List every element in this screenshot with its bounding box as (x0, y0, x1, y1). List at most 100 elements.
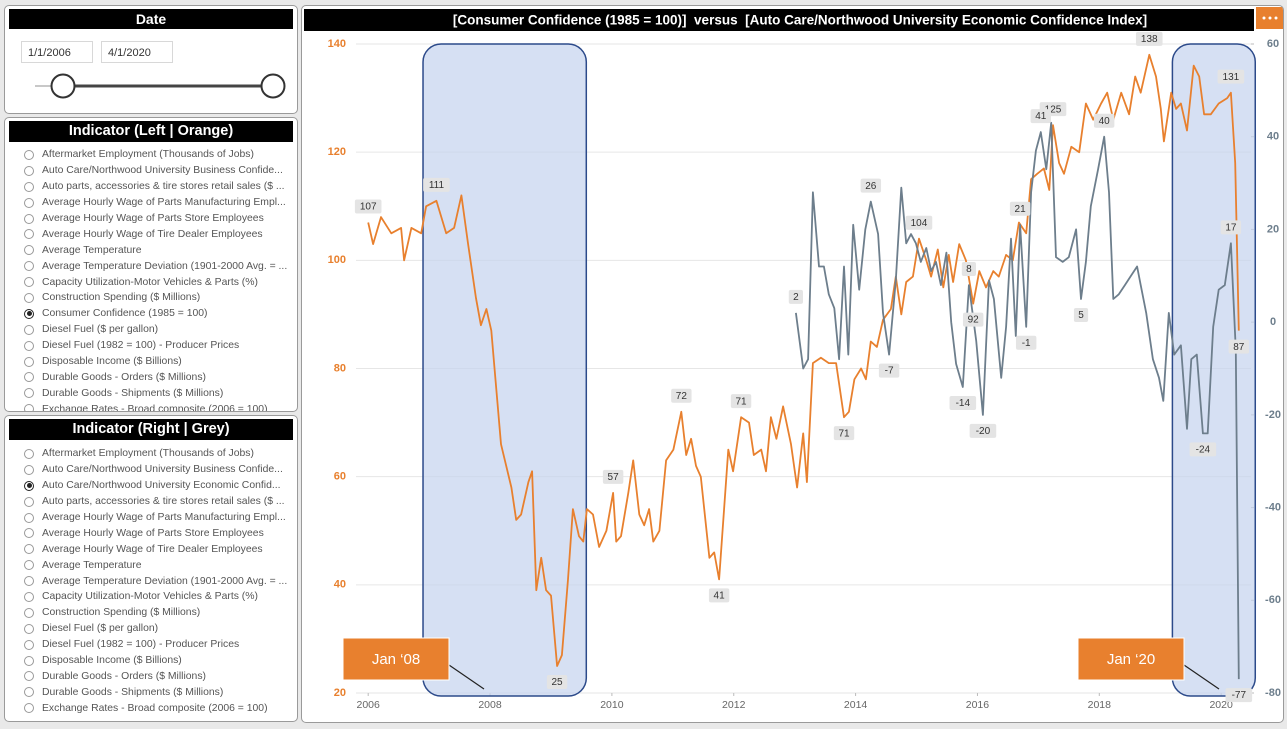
radio-button[interactable] (24, 544, 34, 555)
data-label-box (962, 312, 984, 327)
data-label: 25 (551, 677, 563, 688)
option-label: Diesel Fuel ($ per gallon) (42, 324, 159, 336)
option[interactable]: Average Hourly Wage of Tire Dealer Emplo… (24, 541, 293, 557)
radio-button[interactable] (24, 464, 34, 475)
option[interactable]: Disposable Income ($ Billions) (24, 653, 293, 669)
option[interactable]: Auto Care/Northwood University Economic … (24, 478, 293, 494)
data-label: 57 (608, 472, 620, 483)
option[interactable]: Average Temperature Deviation (1901-2000… (24, 573, 293, 589)
option[interactable]: Auto Care/Northwood University Business … (24, 163, 293, 179)
radio-button[interactable] (24, 576, 34, 587)
option[interactable]: Aftermarket Employment (Thousands of Job… (24, 446, 293, 462)
data-label-box (1228, 339, 1250, 354)
option-label: Diesel Fuel (1982 = 100) - Producer Pric… (42, 340, 240, 352)
option[interactable]: Average Temperature (24, 242, 293, 258)
option[interactable]: Diesel Fuel (1982 = 100) - Producer Pric… (24, 637, 293, 653)
radio-button[interactable] (24, 607, 34, 618)
y2-tick-label: 60 (1267, 38, 1279, 50)
date-slider (35, 73, 286, 99)
option[interactable]: Average Temperature (24, 557, 293, 573)
option[interactable]: Aftermarket Employment (Thousands of Job… (24, 147, 293, 163)
option[interactable]: Average Hourly Wage of Parts Store Emplo… (24, 211, 293, 227)
option[interactable]: Durable Goods - Orders ($ Millions) (24, 369, 293, 385)
radio-button[interactable] (24, 340, 34, 351)
radio-button[interactable] (24, 687, 34, 698)
radio-button[interactable] (24, 197, 34, 208)
radio-button[interactable] (24, 308, 34, 319)
option[interactable]: Diesel Fuel (1982 = 100) - Producer Pric… (24, 338, 293, 354)
radio-button[interactable] (24, 560, 34, 571)
data-label: 17 (1225, 222, 1237, 233)
radio-button[interactable] (24, 356, 34, 367)
option[interactable]: Construction Spending ($ Millions) (24, 290, 293, 306)
data-label-box (788, 289, 803, 304)
option-label: Average Hourly Wage of Tire Dealer Emplo… (42, 228, 263, 240)
radio-button[interactable] (24, 372, 34, 383)
option[interactable]: Average Hourly Wage of Parts Manufacturi… (24, 195, 293, 211)
option[interactable]: Average Hourly Wage of Tire Dealer Emplo… (24, 226, 293, 242)
option[interactable]: Durable Goods - Orders ($ Millions) (24, 668, 293, 684)
radio-button[interactable] (24, 149, 34, 160)
y2-tick-label: -40 (1265, 501, 1281, 513)
option[interactable]: Construction Spending ($ Millions) (24, 605, 293, 621)
radio-button[interactable] (24, 229, 34, 240)
radio-button[interactable] (24, 671, 34, 682)
radio-button[interactable] (24, 623, 34, 634)
highlight-region (1171, 43, 1257, 697)
y2-tick-label: -80 (1265, 687, 1281, 699)
radio-button[interactable] (24, 404, 34, 411)
radio-button[interactable] (24, 591, 34, 602)
data-label: 138 (1141, 34, 1158, 45)
option[interactable]: Capacity Utilization-Motor Vehicles & Pa… (24, 274, 293, 290)
option[interactable]: Diesel Fuel ($ per gallon) (24, 621, 293, 637)
data-label-box (1217, 69, 1245, 84)
radio-button[interactable] (24, 277, 34, 288)
option[interactable]: Durable Goods - Shipments ($ Millions) (24, 385, 293, 401)
data-label: -77 (1232, 690, 1247, 701)
radio-button[interactable] (24, 245, 34, 256)
y2-tick-label: -20 (1265, 409, 1281, 421)
end-date[interactable]: 4/1/2020 (101, 41, 173, 63)
radio-button[interactable] (24, 213, 34, 224)
radio-button[interactable] (24, 512, 34, 523)
option[interactable]: Average Hourly Wage of Parts Manufacturi… (24, 510, 293, 526)
option[interactable]: Diesel Fuel ($ per gallon) (24, 322, 293, 338)
option[interactable]: Consumer Confidence (1985 = 100) (24, 306, 293, 322)
radio-button[interactable] (24, 165, 34, 176)
slider-handle[interactable] (260, 73, 286, 99)
option[interactable]: Auto Care/Northwood University Business … (24, 462, 293, 478)
radio-button[interactable] (24, 448, 34, 459)
callout-text: Jan ‘08 (372, 651, 420, 668)
y-tick-label: 40 (334, 579, 346, 591)
option[interactable]: Auto parts, accessories & tire stores re… (24, 494, 293, 510)
radio-button[interactable] (24, 480, 34, 491)
menu-dot (1274, 16, 1278, 20)
option[interactable]: Durable Goods - Shipments ($ Millions) (24, 684, 293, 700)
start-date[interactable]: 1/1/2006 (21, 41, 93, 63)
slider-handle[interactable] (50, 73, 76, 99)
option-label: Disposable Income ($ Billions) (42, 356, 182, 368)
radio-button[interactable] (24, 261, 34, 272)
highlight-region (422, 43, 588, 697)
option[interactable]: Disposable Income ($ Billions) (24, 354, 293, 370)
radio-button[interactable] (24, 388, 34, 399)
radio-button[interactable] (24, 703, 34, 714)
option[interactable]: Auto parts, accessories & tire stores re… (24, 179, 293, 195)
option[interactable]: Average Hourly Wage of Parts Store Emplo… (24, 525, 293, 541)
option[interactable]: Capacity Utilization-Motor Vehicles & Pa… (24, 589, 293, 605)
radio-button[interactable] (24, 181, 34, 192)
option[interactable]: Average Temperature Deviation (1901-2000… (24, 258, 293, 274)
option-label: Capacity Utilization-Motor Vehicles & Pa… (42, 591, 258, 603)
radio-button[interactable] (24, 496, 34, 507)
option[interactable]: Exchange Rates - Broad composite (2006 =… (24, 401, 293, 411)
radio-button[interactable] (24, 324, 34, 335)
radio-button[interactable] (24, 655, 34, 666)
data-label-box (423, 177, 450, 192)
option-label: Diesel Fuel (1982 = 100) - Producer Pric… (42, 639, 240, 651)
radio-button[interactable] (24, 639, 34, 650)
radio-button[interactable] (24, 528, 34, 539)
left-indicator-slicer: Indicator (Left | Orange) Aftermarket Em… (4, 117, 298, 412)
option[interactable]: Exchange Rates - Broad composite (2006 =… (24, 700, 293, 716)
data-label-box (671, 388, 692, 403)
radio-button[interactable] (24, 292, 34, 303)
